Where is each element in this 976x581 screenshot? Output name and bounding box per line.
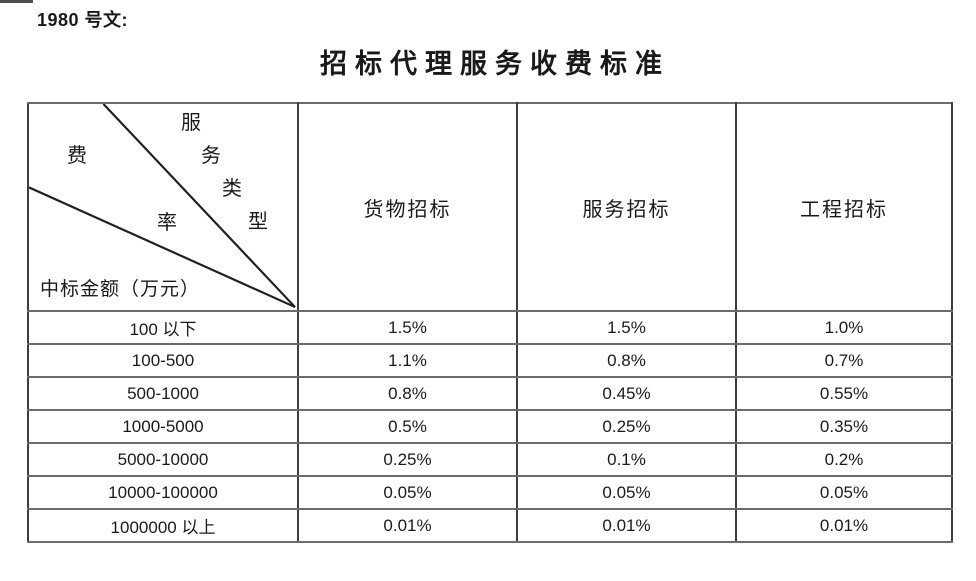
column-header-services: 服务招标 [516, 102, 737, 312]
corner-fee-char: 费 [67, 145, 87, 167]
diagonal-header-cell: 费 服 务 类 型 率 中标金额（万元） [27, 102, 299, 312]
rate-cell: 0.05% [735, 475, 953, 510]
row-amount-range: 5000-10000 [27, 442, 299, 477]
table-row: 5000-10000 0.25% 0.1% 0.2% [27, 442, 953, 477]
rate-cell: 0.05% [516, 475, 737, 510]
table-row: 1000000 以上 0.01% 0.01% 0.01% [27, 508, 953, 543]
rate-cell: 1.0% [735, 310, 953, 345]
row-amount-range: 100-500 [27, 343, 299, 378]
rate-cell: 0.35% [735, 409, 953, 444]
rate-cell: 1.5% [516, 310, 737, 345]
row-amount-range: 1000-5000 [27, 409, 299, 444]
corner-artifact [0, 0, 33, 3]
corner-service-char-4: 型 [248, 211, 268, 233]
rate-cell: 0.25% [297, 442, 518, 477]
row-amount-range: 10000-100000 [27, 475, 299, 510]
corner-service-char-2: 务 [201, 145, 221, 167]
table-row: 10000-100000 0.05% 0.05% 0.05% [27, 475, 953, 510]
rate-cell: 0.01% [516, 508, 737, 543]
rate-cell: 0.01% [735, 508, 953, 543]
row-amount-range: 1000000 以上 [27, 508, 299, 543]
corner-amount-axis-label: 中标金额（万元） [40, 279, 201, 300]
rate-cell: 1.1% [297, 343, 518, 378]
rate-cell: 0.8% [297, 376, 518, 411]
table-row: 1000-5000 0.5% 0.25% 0.35% [27, 409, 953, 444]
row-amount-range: 500-1000 [27, 376, 299, 411]
rate-cell: 1.5% [297, 310, 518, 345]
rate-cell: 0.45% [516, 376, 737, 411]
column-header-engineering: 工程招标 [735, 102, 953, 312]
doc-number-label: 1980 号文: [37, 10, 129, 30]
table-row: 100 以下 1.5% 1.5% 1.0% [27, 310, 953, 345]
rate-cell: 0.05% [297, 475, 518, 510]
column-header-goods: 货物招标 [297, 102, 518, 312]
diagonal-divider-lines [30, 105, 296, 309]
table-row: 500-1000 0.8% 0.45% 0.55% [27, 376, 953, 411]
fee-standard-table: 费 服 务 类 型 率 中标金额（万元） 货物招标 服务招标 工程招标 100 … [27, 102, 953, 543]
table-row: 100-500 1.1% 0.8% 0.7% [27, 343, 953, 378]
rate-cell: 0.5% [297, 409, 518, 444]
corner-service-char-3: 类 [222, 178, 242, 200]
rate-cell: 0.25% [516, 409, 737, 444]
rate-cell: 0.2% [735, 442, 953, 477]
corner-service-char-1: 服 [181, 112, 201, 134]
rate-cell: 0.1% [516, 442, 737, 477]
rate-cell: 0.7% [735, 343, 953, 378]
rate-cell: 0.8% [516, 343, 737, 378]
table-header-row: 费 服 务 类 型 率 中标金额（万元） 货物招标 服务招标 工程招标 [27, 102, 953, 312]
corner-rate-char: 率 [157, 212, 177, 234]
rate-cell: 0.01% [297, 508, 518, 543]
row-amount-range: 100 以下 [27, 310, 299, 345]
page-title: 招标代理服务收费标准 [320, 49, 670, 79]
rate-cell: 0.55% [735, 376, 953, 411]
